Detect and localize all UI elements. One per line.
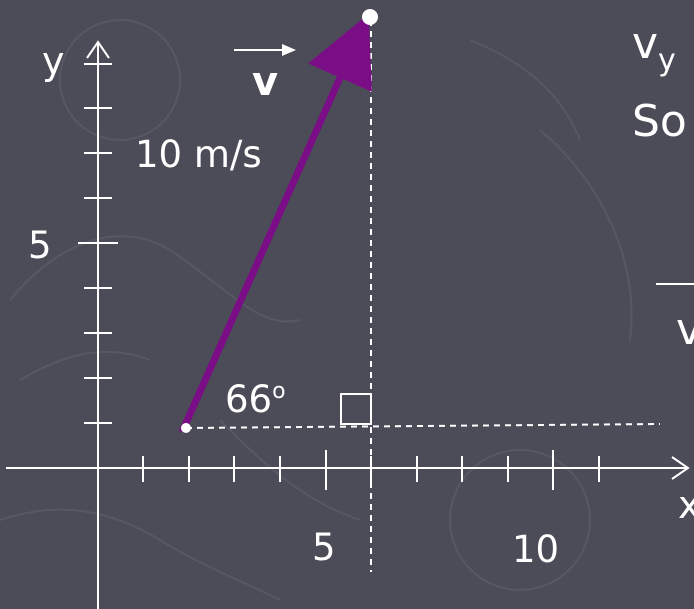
horizontal-component-dashed-line — [185, 423, 661, 429]
side-text-v: v — [676, 304, 694, 355]
y-axis-ticks — [78, 63, 118, 424]
vector-name-overarrow-icon — [282, 44, 296, 56]
y-tick-label-5: 5 — [28, 224, 52, 267]
x-axis-ticks — [142, 450, 600, 490]
velocity-vector-arrow — [178, 13, 373, 434]
vector-head-dot — [362, 9, 378, 25]
side-text-so: So — [632, 96, 687, 147]
vector-tail-dot — [181, 423, 191, 433]
x-tick-label-5: 5 — [312, 526, 336, 569]
right-angle-marker — [340, 393, 372, 425]
y-axis-label: y — [42, 39, 65, 83]
x-axis-arrow-icon — [671, 456, 690, 480]
x-axis-label: x — [678, 483, 694, 527]
y-axis-arrow-icon — [86, 40, 110, 59]
side-text-vy: vy — [632, 18, 676, 78]
angle-label: 66o — [225, 378, 286, 421]
magnitude-label: 10 m/s — [135, 133, 262, 176]
background-watermark — [0, 19, 633, 601]
vector-name-label: v — [252, 59, 278, 105]
x-tick-label-10: 10 — [512, 528, 559, 571]
